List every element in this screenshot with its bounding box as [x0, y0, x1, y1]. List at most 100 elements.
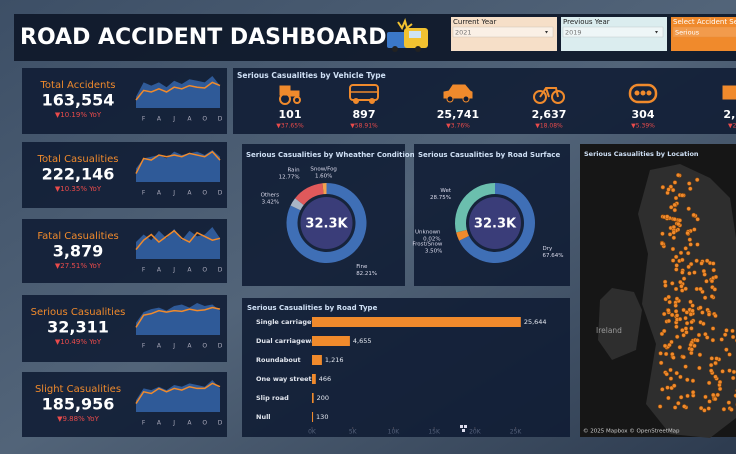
slice-value: 0.02% — [423, 237, 440, 243]
location-dot — [730, 328, 735, 334]
month-label: A — [157, 190, 162, 197]
kpi-value: 3,879 — [53, 242, 104, 261]
location-dot — [677, 218, 683, 223]
kpi-title: Fatal Casualities — [37, 231, 118, 242]
month-label: A — [157, 267, 162, 274]
slice-value: 28.75% — [430, 195, 451, 201]
bar[interactable] — [312, 393, 314, 403]
vehicle-icon — [349, 84, 379, 104]
bar-value: 4,655 — [353, 337, 372, 345]
location-dot — [666, 318, 672, 324]
donut-slice[interactable] — [322, 183, 327, 195]
x-tick-label: 15K — [428, 429, 441, 436]
location-dot — [657, 404, 663, 409]
donut-slice[interactable] — [459, 183, 535, 264]
month-label: A — [187, 190, 192, 197]
filter-dropdown[interactable] — [452, 26, 554, 38]
location-dot — [701, 321, 706, 326]
month-label: F — [142, 190, 146, 197]
month-label: D — [218, 420, 223, 427]
bar[interactable] — [312, 317, 521, 327]
slice-value: 67.64% — [543, 253, 564, 259]
donut-slice[interactable] — [456, 229, 467, 233]
donut-slice[interactable] — [290, 198, 304, 211]
location-dot — [713, 313, 718, 319]
location-dot — [669, 312, 675, 318]
location-dot — [677, 316, 683, 322]
location-dot — [683, 315, 688, 321]
location-dot — [706, 312, 712, 317]
vehicle-change: ▼3.76% — [446, 123, 470, 130]
kpi-title: Slight Casualities — [35, 384, 121, 395]
month-label: O — [202, 420, 207, 427]
kpi-change: ▼10.49% YoY — [55, 338, 102, 346]
location-dot — [696, 332, 702, 338]
location-dot — [666, 395, 671, 401]
bar[interactable] — [312, 374, 316, 384]
location-dot — [717, 386, 723, 392]
location-dot — [698, 305, 703, 310]
donut-center-label: 32.3K — [305, 217, 348, 232]
location-dot — [690, 308, 695, 313]
location-dot — [705, 335, 710, 340]
location-dot — [681, 354, 686, 360]
filter-box[interactable] — [671, 17, 736, 51]
icon-part — [446, 95, 454, 103]
location-dot — [685, 377, 690, 382]
month-label: D — [218, 267, 223, 274]
donut-slice[interactable] — [455, 183, 495, 233]
location-dot — [681, 307, 686, 313]
icon-part — [646, 90, 652, 96]
location-dot — [713, 396, 718, 402]
location-dot — [683, 364, 688, 369]
donut-slice[interactable] — [295, 183, 324, 206]
location-dot — [695, 217, 700, 222]
vehicle-value: 25,741 — [437, 108, 479, 121]
filter-value: 2019 — [565, 29, 582, 37]
month-label: A — [157, 343, 162, 350]
location-dot — [661, 311, 667, 317]
donut-center-label: 32.3K — [474, 217, 517, 232]
sparkline-line — [135, 306, 221, 328]
location-dot — [663, 296, 668, 302]
bar[interactable] — [312, 355, 322, 365]
location-dot — [680, 328, 685, 333]
location-dot — [703, 394, 708, 400]
location-dot — [712, 287, 718, 292]
kpi-value: 185,956 — [42, 395, 115, 414]
location-dot — [710, 337, 716, 343]
location-dot — [673, 254, 679, 260]
location-dot — [666, 294, 671, 300]
location-dot — [681, 333, 686, 338]
vehicle-change: ▼18.08% — [535, 123, 563, 130]
location-dot — [713, 360, 718, 366]
location-dot — [695, 177, 700, 182]
vehicle-change: ▼37.65% — [276, 123, 304, 130]
category-label: Dual carriageway — [256, 337, 320, 345]
location-dot — [664, 214, 670, 219]
location-dot — [697, 352, 703, 358]
location-dot — [671, 224, 677, 230]
location-dot — [667, 342, 672, 348]
location-dot — [684, 310, 690, 315]
bar[interactable] — [312, 412, 314, 422]
sparkline-line — [135, 382, 221, 404]
location-dot — [688, 342, 693, 348]
location-dot — [673, 309, 679, 314]
x-tick-label: 25K — [510, 429, 523, 436]
location-dot — [668, 367, 673, 373]
bar[interactable] — [312, 336, 350, 346]
location-dot — [682, 404, 687, 409]
slice-label: Dry — [543, 246, 553, 252]
location-dot — [674, 370, 679, 376]
location-dot — [731, 369, 736, 375]
location-dot — [686, 264, 691, 270]
month-label: O — [202, 343, 207, 350]
filter-dropdown[interactable] — [562, 26, 664, 38]
filter-dropdown[interactable] — [672, 26, 736, 38]
location-dot — [658, 351, 663, 356]
donut-slice[interactable] — [456, 229, 469, 241]
location-dot — [730, 375, 736, 381]
location-dot — [687, 181, 692, 186]
